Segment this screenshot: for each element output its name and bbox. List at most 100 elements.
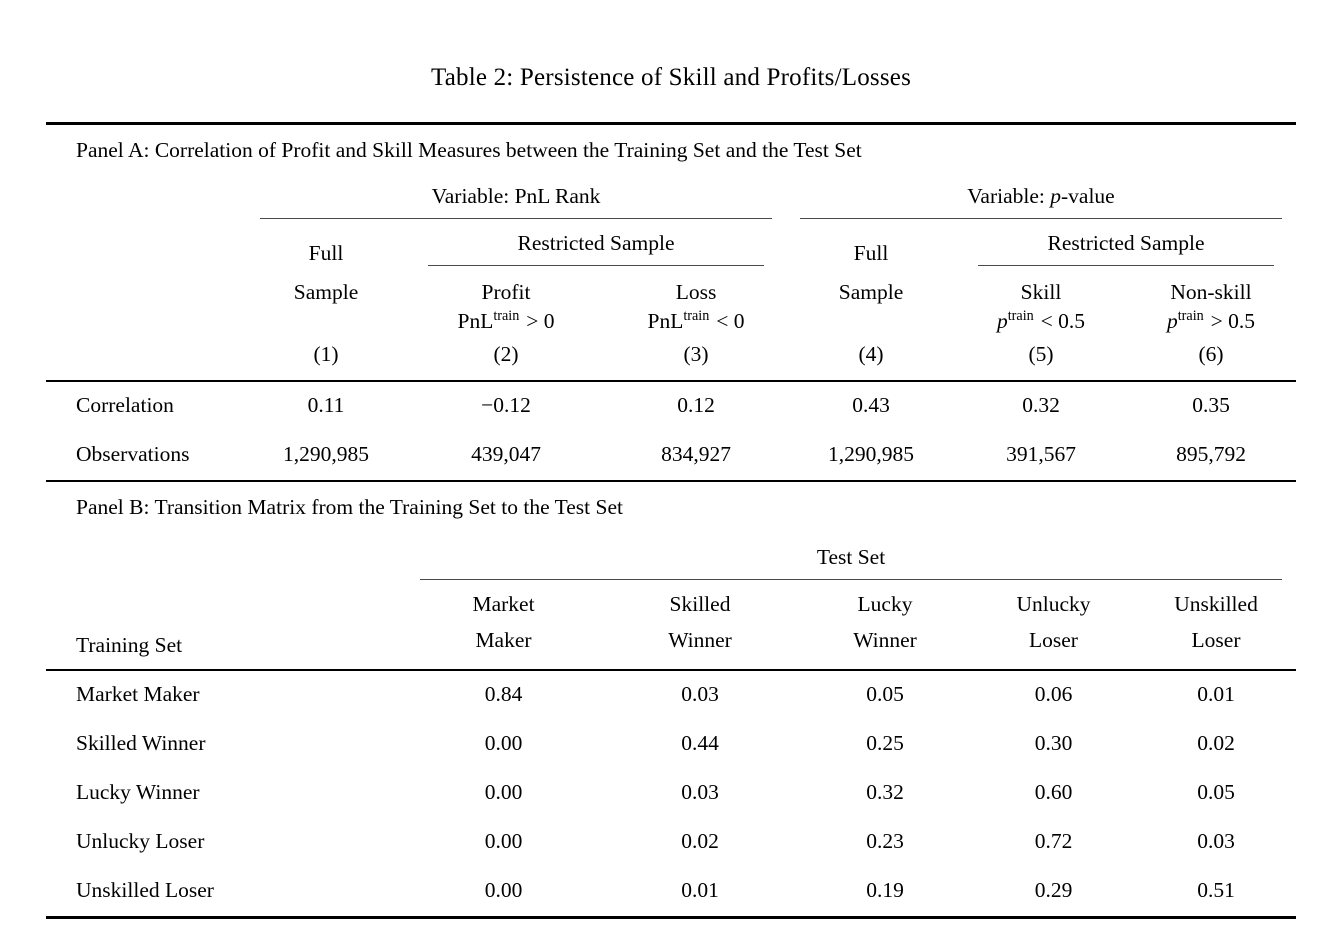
column-number: (3) <box>683 342 709 366</box>
column-formula: ptrain < 0.5 <box>956 305 1126 334</box>
column-header-line1: Market <box>472 592 535 616</box>
table-row: Lucky Winner 0.00 0.03 0.32 0.60 0.05 <box>46 769 1296 818</box>
column-name: Loss <box>675 280 717 304</box>
bottom-rule <box>46 916 1296 919</box>
column-name: Non-skill <box>1170 280 1252 304</box>
panel-a-body-table: Correlation 0.11 −0.12 0.12 0.43 0.32 0.… <box>46 382 1296 480</box>
column-header-line2: Winner <box>853 628 917 652</box>
data-cell: 0.44 <box>681 731 719 755</box>
data-cell: 0.35 <box>1192 393 1230 417</box>
column-number: (6) <box>1198 342 1224 366</box>
sample-header-row: Full Restricted Sample Full Restricted S… <box>46 219 1296 266</box>
table-row: Market Maker 0.84 0.03 0.05 0.06 0.01 <box>46 671 1296 720</box>
formula-superscript: train <box>1007 307 1034 324</box>
data-cell: 0.00 <box>484 780 523 804</box>
variable-group-italic: p <box>1050 184 1061 208</box>
column-name: Skill <box>1020 280 1062 304</box>
cmidrule-restricted-1: Restricted Sample <box>428 231 764 266</box>
column-header: Skilled Winner <box>601 580 799 669</box>
column-header-line2: Loser <box>1029 628 1078 652</box>
test-set-group-row: Test Set <box>46 535 1296 580</box>
formula-base: PnL <box>457 309 494 333</box>
data-cell: 391,567 <box>1006 442 1076 466</box>
variable-group-p-value: Variable: p-value <box>786 178 1296 219</box>
table-container: Panel A: Correlation of Profit and Skill… <box>46 122 1296 919</box>
table-row: Skilled Winner 0.00 0.44 0.25 0.30 0.02 <box>46 720 1296 769</box>
panel-b-column-header-row: Training Set Market Maker Skilled Winner L… <box>46 580 1296 669</box>
column-header-line1: Unskilled <box>1174 592 1258 616</box>
column-formula: PnLtrain > 0 <box>406 305 606 334</box>
training-set-header: Training Set <box>76 633 183 657</box>
data-cell: 439,047 <box>471 442 541 466</box>
data-cell: 0.00 <box>484 878 523 902</box>
column-number: (5) <box>1028 342 1054 366</box>
variable-group-suffix: -value <box>1061 184 1115 208</box>
row-label: Market Maker <box>76 682 200 706</box>
column-header-line2: Maker <box>475 628 532 652</box>
formula-base: PnL <box>647 309 684 333</box>
variable-group-row: Variable: PnL Rank Variable: p-value <box>46 178 1296 219</box>
column-formula: ptrain > 0.5 <box>1126 305 1296 334</box>
column-header-line1: Unlucky <box>1016 592 1091 616</box>
data-cell: 834,927 <box>661 442 731 466</box>
column-name: Sample <box>838 280 904 304</box>
row-label: Observations <box>76 442 190 466</box>
panel-separator-rule <box>46 480 1296 482</box>
column-header-line1: Skilled <box>669 592 731 616</box>
column-number-row: (1) (2) (3) (4) (5) (6) <box>46 334 1296 380</box>
full-sample-header-1: Full <box>308 241 344 265</box>
column-number: (1) <box>313 342 339 366</box>
data-cell: 0.00 <box>484 731 523 755</box>
row-label: Correlation <box>76 393 174 417</box>
data-cell: 0.84 <box>484 682 523 706</box>
data-cell: 1,290,985 <box>828 442 914 466</box>
data-cell: 0.72 <box>1034 829 1073 853</box>
formula-rest: > 0 <box>526 309 555 333</box>
data-cell: 0.00 <box>484 829 523 853</box>
data-cell: 0.30 <box>1034 731 1073 755</box>
spacer-cell <box>46 266 246 305</box>
panel-a-midrule <box>46 380 1296 382</box>
spacer-cell <box>46 334 246 380</box>
panel-a-header-table: Variable: PnL Rank Variable: p-value Ful… <box>46 178 1296 380</box>
data-cell: 1,290,985 <box>283 442 369 466</box>
column-header-line2: Loser <box>1191 628 1241 652</box>
spacer-cell <box>46 219 246 266</box>
variable-group-label: Variable: PnL Rank <box>431 184 601 208</box>
spacer-cell <box>46 535 406 580</box>
data-cell: 0.60 <box>1034 780 1073 804</box>
table-row: Unskilled Loser 0.00 0.01 0.19 0.29 0.51 <box>46 867 1296 916</box>
column-number: (2) <box>493 342 519 366</box>
column-formula <box>786 305 956 334</box>
data-cell: 0.02 <box>1197 731 1235 755</box>
top-rule <box>46 122 1296 125</box>
full-sample-header-2: Full <box>853 241 889 265</box>
column-header: Market Maker <box>406 580 601 669</box>
column-name: Sample <box>293 280 359 304</box>
data-cell: 0.23 <box>866 829 904 853</box>
data-cell: 0.01 <box>1197 682 1235 706</box>
data-cell: 0.06 <box>1034 682 1073 706</box>
panel-a-heading: Panel A: Correlation of Profit and Skill… <box>76 138 862 162</box>
column-header-line1: Lucky <box>857 592 913 616</box>
spacer-cell <box>46 305 246 334</box>
column-formula: PnLtrain < 0 <box>606 305 786 334</box>
cmidrule-restricted-2: Restricted Sample <box>978 231 1274 266</box>
panel-b-midrule <box>46 669 1296 671</box>
data-cell: 895,792 <box>1176 442 1246 466</box>
data-cell: 0.01 <box>681 878 719 902</box>
cmidrule-p-value: Variable: p-value <box>800 184 1282 219</box>
test-set-group: Test Set <box>406 535 1296 580</box>
data-cell: 0.29 <box>1034 878 1073 902</box>
formula-rest: < 0 <box>716 309 745 333</box>
column-formula <box>246 305 406 334</box>
data-cell: 0.43 <box>852 393 890 417</box>
data-cell: 0.03 <box>681 780 719 804</box>
cmidrule-pnl-rank: Variable: PnL Rank <box>260 184 772 219</box>
panel-b-body-table: Market Maker 0.84 0.03 0.05 0.06 0.01 Sk… <box>46 671 1296 916</box>
column-header: Lucky Winner <box>799 580 971 669</box>
data-cell: 0.05 <box>866 682 904 706</box>
row-label: Skilled Winner <box>76 731 206 755</box>
column-number: (4) <box>858 342 884 366</box>
